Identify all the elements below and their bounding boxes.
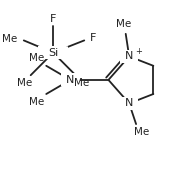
- Text: Me: Me: [2, 33, 17, 44]
- Text: ⁻: ⁻: [65, 43, 70, 52]
- Text: Me: Me: [74, 78, 89, 88]
- Text: Si: Si: [48, 48, 58, 58]
- Text: Me: Me: [116, 19, 132, 29]
- Text: Me: Me: [29, 97, 45, 107]
- Text: N: N: [66, 75, 75, 85]
- Text: F: F: [89, 33, 96, 43]
- FancyBboxPatch shape: [120, 97, 138, 110]
- Text: Me: Me: [29, 53, 45, 63]
- Text: N: N: [125, 98, 133, 108]
- Text: F: F: [50, 14, 56, 24]
- FancyBboxPatch shape: [38, 46, 68, 59]
- Text: N: N: [125, 51, 133, 61]
- FancyBboxPatch shape: [61, 73, 79, 86]
- FancyBboxPatch shape: [120, 50, 138, 63]
- Text: +: +: [135, 47, 142, 56]
- Text: Me: Me: [17, 78, 32, 88]
- Text: Me: Me: [134, 127, 149, 137]
